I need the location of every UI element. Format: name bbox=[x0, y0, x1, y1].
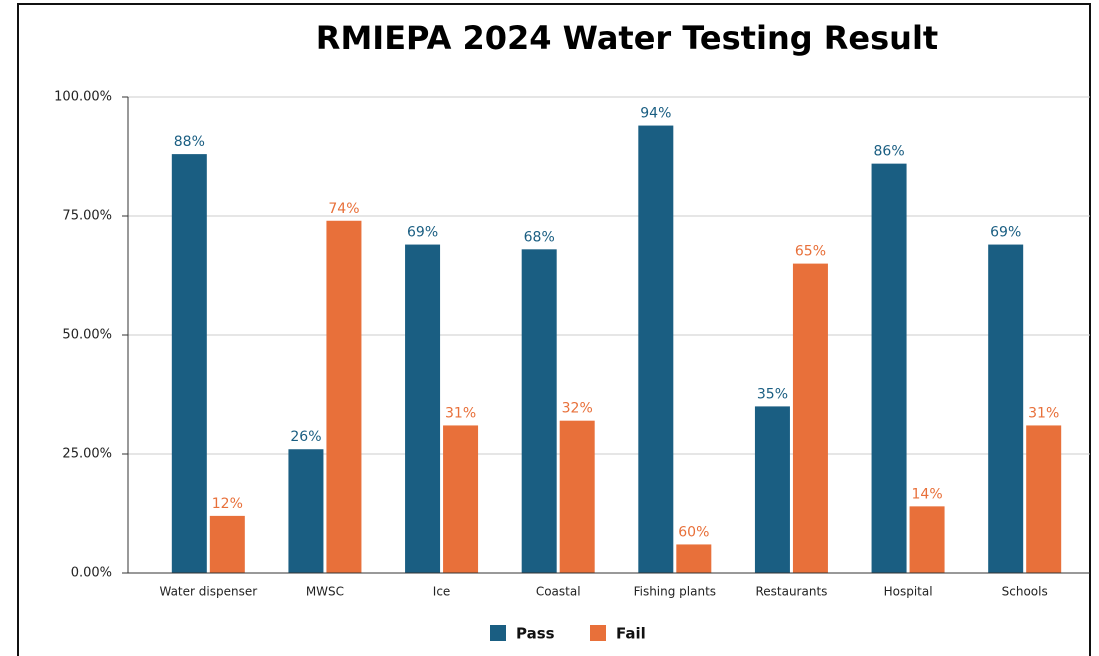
bar bbox=[871, 163, 907, 573]
data-label: 74% bbox=[328, 201, 359, 217]
data-label: 12% bbox=[212, 496, 243, 512]
y-tick-label: 25.00% bbox=[62, 447, 112, 462]
data-label: 69% bbox=[407, 225, 438, 241]
bar bbox=[1026, 425, 1062, 573]
legend-swatch bbox=[490, 625, 506, 641]
data-label: 14% bbox=[912, 486, 943, 502]
data-label: 88% bbox=[174, 134, 205, 150]
y-tick-label: 75.00% bbox=[62, 209, 112, 224]
chart-title: RMIEPA 2024 Water Testing Result bbox=[316, 19, 938, 57]
y-tick-label: 50.00% bbox=[62, 328, 112, 343]
x-tick-label: Restaurants bbox=[755, 585, 827, 599]
legend-label: Fail bbox=[616, 625, 646, 643]
x-tick-label: Coastal bbox=[536, 585, 581, 599]
bar bbox=[326, 220, 362, 573]
x-tick-label: Fishing plants bbox=[634, 585, 716, 599]
data-label: 60% bbox=[678, 524, 709, 540]
data-label: 35% bbox=[757, 386, 788, 402]
bar bbox=[638, 125, 674, 573]
y-tick-label: 0.00% bbox=[71, 566, 112, 581]
data-label: 65% bbox=[795, 244, 826, 260]
legend-label: Pass bbox=[516, 625, 555, 643]
frame bbox=[17, 3, 1091, 656]
data-label: 69% bbox=[990, 225, 1021, 241]
data-label: 26% bbox=[290, 429, 321, 445]
bar bbox=[443, 425, 479, 573]
bar bbox=[754, 406, 790, 573]
data-label: 31% bbox=[445, 405, 476, 421]
bar bbox=[676, 544, 712, 573]
data-label: 94% bbox=[640, 106, 671, 122]
bar bbox=[171, 154, 207, 573]
x-tick-label: MWSC bbox=[306, 585, 344, 599]
bar bbox=[792, 263, 828, 573]
bar bbox=[288, 449, 324, 573]
data-label: 68% bbox=[524, 229, 555, 245]
legend-swatch bbox=[590, 625, 606, 641]
data-label: 32% bbox=[562, 401, 593, 417]
bar bbox=[988, 244, 1024, 573]
x-tick-label: Ice bbox=[433, 585, 451, 599]
data-label: 86% bbox=[874, 144, 905, 160]
y-tick-label: 100.00% bbox=[54, 90, 112, 105]
x-tick-label: Schools bbox=[1002, 585, 1048, 599]
data-label: 31% bbox=[1028, 405, 1059, 421]
x-tick-label: Hospital bbox=[884, 585, 933, 599]
bar bbox=[405, 244, 441, 573]
x-tick-label: Water dispenser bbox=[159, 585, 257, 599]
bar bbox=[559, 420, 595, 573]
bar bbox=[521, 249, 557, 573]
bar bbox=[909, 506, 945, 573]
bar bbox=[209, 515, 245, 573]
